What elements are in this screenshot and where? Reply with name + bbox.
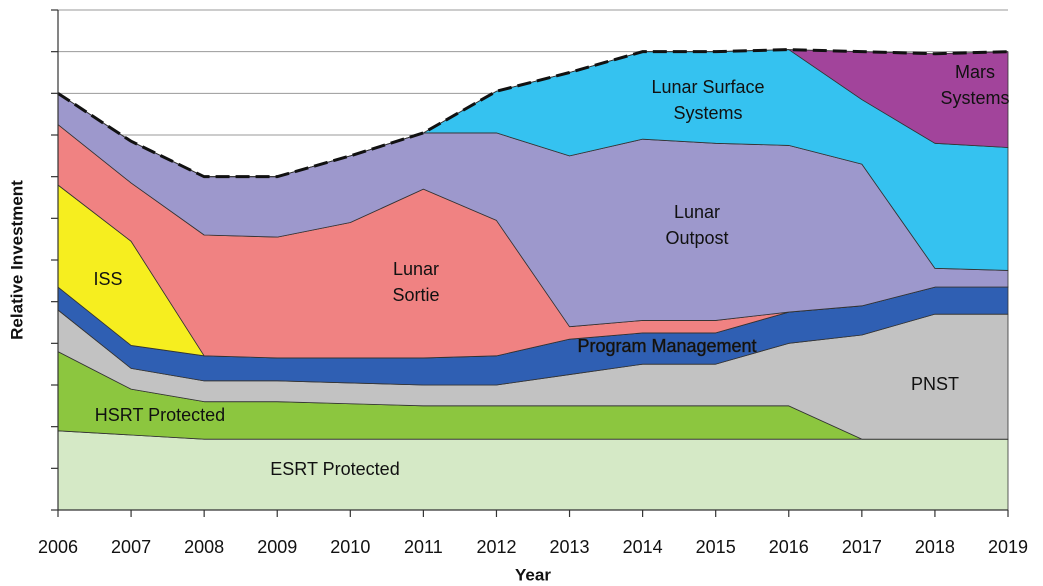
x-tick-label: 2010	[330, 537, 370, 557]
x-tick-label: 2016	[769, 537, 809, 557]
area-label: Lunar Outpost	[665, 202, 728, 248]
area	[57, 430, 1009, 511]
area-label: ESRT Protected	[270, 459, 399, 479]
area	[57, 49, 1009, 178]
x-tick-label: 2006	[38, 537, 78, 557]
x-tick-label: 2018	[915, 537, 955, 557]
x-tick-label: 2017	[842, 537, 882, 557]
area-label: Lunar Sortie	[392, 259, 439, 305]
x-tick-label: 2007	[111, 537, 151, 557]
x-tick-label: 2014	[623, 537, 663, 557]
x-tick-label: 2019	[988, 537, 1028, 557]
area-label: ISS	[93, 269, 122, 289]
x-tick-label: 2008	[184, 537, 224, 557]
x-tick-label: 2009	[257, 537, 297, 557]
area-label: Program Management	[577, 336, 756, 356]
total-outline	[57, 48, 1009, 179]
area-label: HSRT Protected	[95, 405, 225, 425]
x-tick-label: 2013	[550, 537, 590, 557]
x-tick-label: 2011	[404, 537, 443, 557]
area-label: Lunar Surface Systems	[651, 77, 764, 123]
area-label: Mars Systems	[940, 62, 1009, 108]
area-label: PNST	[911, 374, 959, 394]
x-axis-title: Year	[515, 565, 551, 584]
y-axis-title: Relative Investment	[7, 180, 26, 340]
x-tick-label: 2015	[696, 537, 736, 557]
x-tick-label: 2012	[476, 537, 516, 557]
